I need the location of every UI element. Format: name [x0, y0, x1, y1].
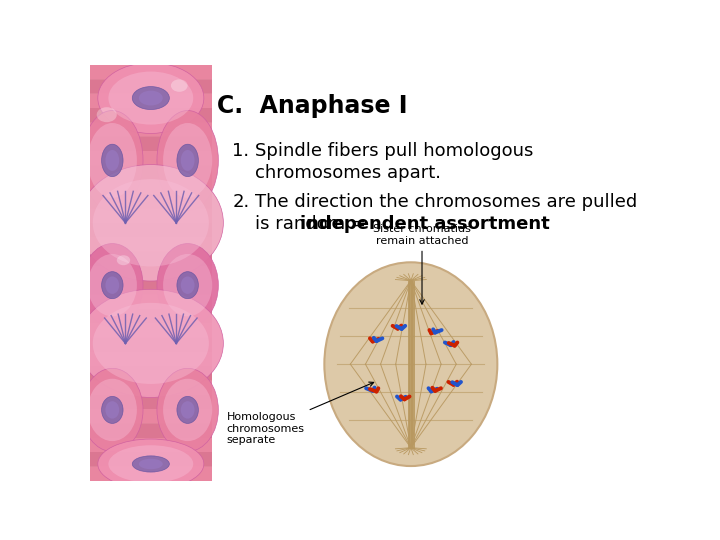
Bar: [90, 323, 212, 337]
Ellipse shape: [157, 368, 218, 451]
Text: C.  Anaphase I: C. Anaphase I: [217, 94, 408, 118]
Text: The direction the chromosomes are pulled: The direction the chromosomes are pulled: [255, 193, 637, 211]
Text: is random =: is random =: [255, 215, 372, 233]
Ellipse shape: [81, 111, 143, 211]
Ellipse shape: [163, 254, 212, 316]
Bar: [90, 366, 212, 380]
Circle shape: [171, 79, 188, 92]
Bar: [90, 295, 212, 308]
Bar: [212, 65, 648, 481]
Ellipse shape: [177, 272, 199, 299]
Text: chromosomes apart.: chromosomes apart.: [255, 164, 441, 182]
Ellipse shape: [93, 303, 209, 384]
Bar: [90, 223, 212, 237]
Bar: [90, 123, 212, 137]
Bar: [90, 424, 212, 437]
Ellipse shape: [177, 396, 199, 423]
Bar: [90, 266, 212, 280]
Bar: [90, 109, 212, 122]
Ellipse shape: [132, 456, 169, 472]
Ellipse shape: [78, 165, 223, 281]
Text: Spindle fibers pull homologous: Spindle fibers pull homologous: [255, 141, 533, 160]
Ellipse shape: [93, 179, 209, 266]
Ellipse shape: [105, 276, 120, 294]
Bar: [90, 208, 212, 222]
Bar: [90, 180, 212, 194]
Bar: [90, 238, 212, 251]
Ellipse shape: [105, 401, 120, 418]
Bar: [90, 194, 212, 208]
Bar: [90, 395, 212, 409]
Ellipse shape: [157, 244, 218, 327]
Ellipse shape: [78, 289, 223, 397]
Ellipse shape: [157, 111, 218, 211]
Bar: [90, 79, 212, 93]
Bar: [90, 151, 212, 165]
Ellipse shape: [109, 72, 193, 125]
Ellipse shape: [177, 144, 199, 177]
Ellipse shape: [139, 458, 163, 469]
Ellipse shape: [109, 446, 193, 483]
Bar: [90, 137, 212, 151]
Text: Sister chromatids
remain attached: Sister chromatids remain attached: [373, 224, 471, 304]
Bar: [90, 94, 212, 108]
Bar: [90, 381, 212, 395]
Ellipse shape: [105, 150, 120, 171]
Bar: [90, 338, 212, 352]
Ellipse shape: [181, 276, 194, 294]
Bar: [90, 467, 212, 481]
Bar: [90, 51, 212, 65]
Bar: [90, 309, 212, 323]
Bar: [90, 252, 212, 266]
Bar: [90, 352, 212, 366]
Text: Homologous
chromosomes
separate: Homologous chromosomes separate: [227, 382, 374, 445]
Bar: [90, 438, 212, 452]
Ellipse shape: [324, 262, 498, 466]
Ellipse shape: [102, 272, 123, 299]
Ellipse shape: [181, 401, 194, 418]
Ellipse shape: [132, 86, 169, 110]
Ellipse shape: [81, 368, 143, 451]
Ellipse shape: [163, 123, 212, 198]
Bar: [90, 280, 212, 294]
Bar: [90, 65, 212, 79]
Circle shape: [117, 255, 130, 265]
Bar: [90, 409, 212, 423]
Ellipse shape: [88, 379, 137, 441]
Ellipse shape: [102, 144, 123, 177]
Ellipse shape: [139, 91, 163, 105]
Ellipse shape: [181, 150, 194, 171]
Text: independent assortment: independent assortment: [300, 215, 550, 233]
Ellipse shape: [102, 396, 123, 423]
Ellipse shape: [98, 63, 204, 133]
Bar: [90, 166, 212, 179]
Circle shape: [96, 107, 117, 122]
Bar: [90, 453, 212, 466]
Text: 2.: 2.: [233, 193, 250, 211]
Ellipse shape: [81, 244, 143, 327]
Ellipse shape: [98, 439, 204, 489]
Text: 1.: 1.: [233, 141, 249, 160]
Ellipse shape: [88, 254, 137, 316]
Bar: [90, 65, 212, 481]
Ellipse shape: [163, 379, 212, 441]
Ellipse shape: [88, 123, 137, 198]
